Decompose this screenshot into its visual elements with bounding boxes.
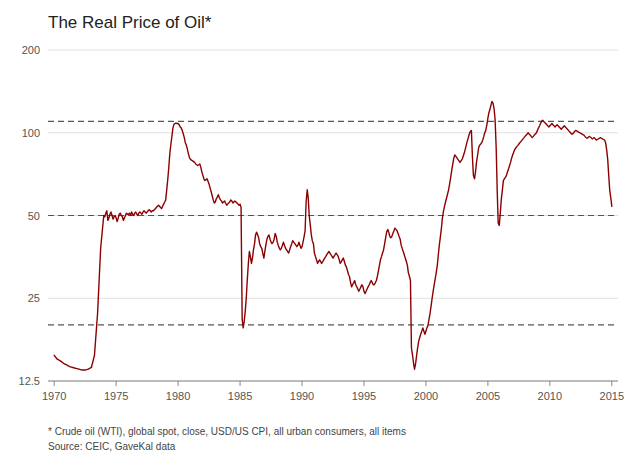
grid-line (48, 132, 618, 133)
series-line (54, 101, 612, 370)
grid-line (48, 381, 618, 382)
x-tick-label: 2010 (538, 390, 562, 402)
x-tick-label: 1995 (352, 390, 376, 402)
grid (48, 50, 618, 381)
x-tick (240, 381, 241, 386)
x-tick-label: 2005 (476, 390, 500, 402)
x-tick (54, 381, 55, 386)
y-tick-label: 100 (22, 127, 40, 139)
footnote: Source: CEIC, GaveKal data (48, 441, 176, 452)
x-tick-label: 1985 (228, 390, 252, 402)
x-axis-line (48, 381, 618, 382)
chart-container: The Real Price of Oil* 12.5 25 50 100 200 1970… (0, 0, 640, 465)
x-tick (611, 381, 612, 386)
y-tick-label: 12.5 (19, 375, 40, 387)
x-tick (487, 381, 488, 386)
x-tick-label: 1975 (104, 390, 128, 402)
grid-line (48, 298, 618, 299)
x-tick (116, 381, 117, 386)
footnote: * Crude oil (WTI), global spot, close, U… (48, 426, 406, 437)
x-tick (425, 381, 426, 386)
x-tick (549, 381, 550, 386)
title: The Real Price of Oil* (48, 13, 212, 32)
y-tick-label: 200 (22, 44, 40, 56)
reference-line (48, 324, 618, 325)
grid-line (48, 50, 618, 51)
x-tick-label: 1970 (42, 390, 66, 402)
chart-svg: The Real Price of Oil* 12.5 25 50 100 200 1970… (0, 0, 640, 465)
x-tick-label: 2000 (414, 390, 438, 402)
y-tick-label: 50 (28, 210, 40, 222)
reference-line (48, 121, 618, 122)
background (0, 0, 640, 465)
y-tick-label: 25 (28, 292, 40, 304)
x-tick (178, 381, 179, 386)
plot-area (48, 101, 618, 370)
x-tick (363, 381, 364, 386)
x-tick (302, 381, 303, 386)
x-tick-label: 1980 (166, 390, 190, 402)
x-tick-label: 2015 (600, 390, 624, 402)
x-tick-label: 1990 (290, 390, 314, 402)
